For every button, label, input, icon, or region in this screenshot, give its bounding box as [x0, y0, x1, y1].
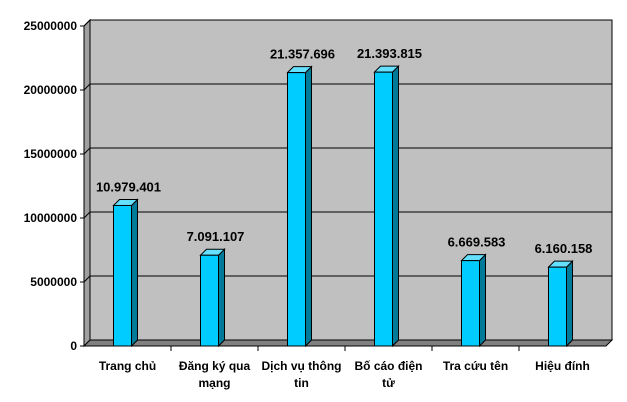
data-label: 21.357.696: [270, 47, 335, 62]
bar-side: [218, 248, 225, 348]
bar-front: [287, 72, 306, 347]
bar: [112, 198, 139, 348]
data-label: 10.979.401: [96, 179, 161, 194]
x-category-label: Đăng ký qua mạng: [179, 359, 251, 390]
gridline: [83, 211, 612, 219]
y-tick-label: 0: [70, 339, 77, 353]
data-label: 21.393.815: [357, 46, 422, 61]
x-category-label: Bố cáo điện tử: [354, 359, 422, 390]
x-category-label: Dịch vụ thông tin: [262, 359, 342, 390]
x-category-label: Hiệu đính: [535, 359, 590, 373]
bar-side: [392, 64, 399, 348]
gridline: [83, 83, 612, 91]
data-label: 6.160.158: [535, 241, 593, 256]
gridline: [83, 19, 612, 27]
bar-side: [479, 253, 486, 348]
bar-front: [374, 71, 393, 347]
gridline: [83, 275, 612, 283]
bar: [373, 64, 400, 348]
bar-side: [305, 65, 312, 348]
bar: [199, 248, 226, 348]
side-wall: [83, 18, 91, 348]
data-label: 7.091.107: [187, 229, 245, 244]
bar: [460, 253, 487, 348]
bar-front: [461, 260, 480, 347]
y-tick-label: 15000000: [24, 147, 78, 161]
bar-front: [200, 254, 219, 347]
x-category-label: Trang chủ: [99, 359, 156, 373]
bar-side: [131, 198, 138, 348]
floor: [82, 339, 614, 347]
x-category-label: Tra cứu tên: [443, 359, 508, 373]
bar: [547, 259, 574, 348]
y-tick-label: 5000000: [30, 275, 77, 289]
back-wall: [89, 19, 613, 341]
bar-side: [566, 259, 573, 348]
bar: [286, 65, 313, 348]
y-tick-label: 20000000: [24, 83, 78, 97]
y-tick-label: 10000000: [24, 211, 78, 225]
bar-front: [548, 266, 567, 347]
bar-front: [113, 204, 132, 347]
gridline: [83, 147, 612, 155]
data-label: 6.669.583: [448, 235, 506, 250]
y-tick-label: 25000000: [24, 19, 78, 33]
